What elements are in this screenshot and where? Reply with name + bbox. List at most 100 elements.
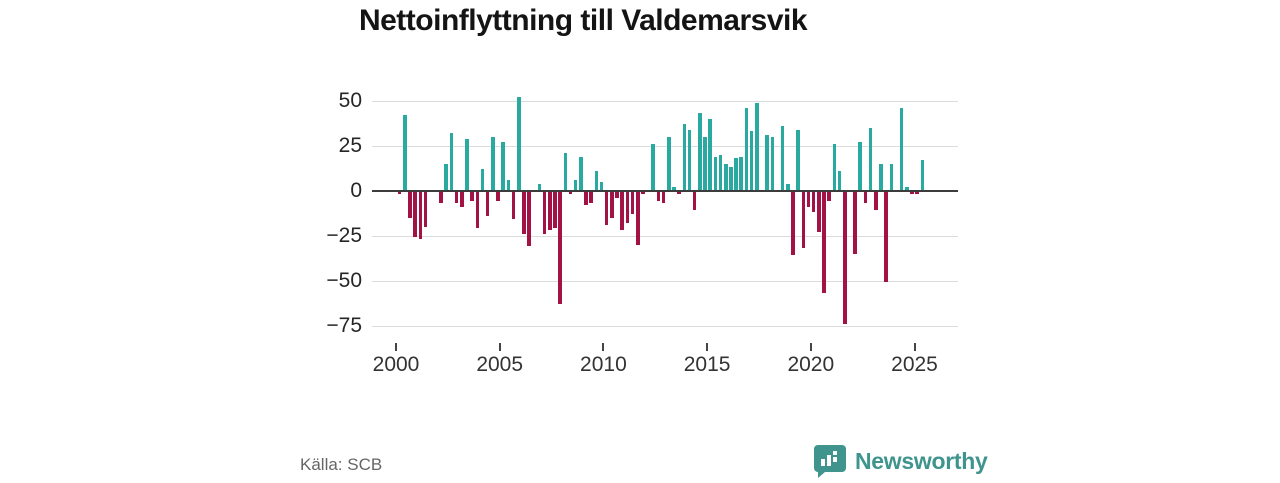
y-axis-label: −25 [326,223,362,247]
source-note: Källa: SCB [300,455,383,474]
bar-2006-q4 [537,183,542,191]
gridline [372,100,958,102]
bar-2019-q2 [796,129,800,191]
bar-2008-q3 [573,179,578,191]
bar-2004-q3 [491,136,495,191]
x-axis-tick [809,343,812,351]
bar-2008-q2 [568,190,573,195]
bar-2023-q2 [879,163,883,191]
bar-2024-q2 [899,107,904,191]
bar-2021-q3 [842,190,847,324]
speech-bubble-bar-chart-icon [813,444,847,478]
bar-2011-q4 [641,190,645,195]
bar-2015-q1 [708,118,712,191]
bar-2020-q3 [822,190,826,294]
bar-2011-q3 [635,190,640,245]
bar-2009-q1 [584,190,588,206]
bar-2002-q1 [454,190,459,204]
bar-2023-q1 [874,190,878,211]
bar-2011-q1 [625,190,630,224]
bar-2004-q1 [480,169,485,191]
bar-2007-q2 [547,190,552,231]
x-axis-tick [498,343,501,351]
bar-2012-q4 [661,190,666,204]
bar-2020-q1 [811,190,816,213]
x-axis-tick [395,343,397,351]
bar-2017-q4 [765,134,769,191]
bar-2005-q3 [511,190,516,220]
bar-2000-q4 [413,190,418,238]
bar-2018-q3 [780,125,785,191]
bar-2012-q3 [656,190,661,202]
bar-2021-q2 [837,170,842,191]
x-axis-tick [706,343,709,351]
bar-2001-q2 [423,190,428,227]
bar-2002-q3 [449,133,454,191]
x-axis-label: 2020 [787,353,835,376]
y-axis-label: 50 [338,88,362,112]
bar-2023-q3 [884,190,888,283]
bar-2000-q1 [397,190,402,195]
x-axis-label: 2005 [476,353,524,376]
bar-2010-q2 [610,190,614,218]
bar-2015-q2 [713,156,718,191]
bar-2009-q3 [594,170,599,191]
bar-2005-q4 [516,97,521,191]
bar-2022-q3 [863,190,868,204]
bar-2018-q1 [770,136,775,191]
bar-2023-q2 [889,163,894,191]
bar-2013-q1 [667,136,671,191]
logo-text: Newsworthy [855,447,988,474]
bar-2017-q1 [749,131,754,191]
bar-2000-q2 [403,115,407,191]
bar-2005-q1 [501,142,505,191]
bar-2024-q4 [910,190,914,195]
bar-2008-q4 [579,156,583,191]
bar-2019-q1 [791,190,795,256]
bar-2013-q4 [682,124,687,191]
y-axis-label: −50 [326,268,362,292]
bar-2006-q1 [522,190,526,234]
bar-2025-q1 [915,190,919,195]
bar-2013-q3 [677,190,681,195]
bar-2015-q4 [723,163,728,191]
bar-2008-q1 [563,152,568,191]
bar-2000-q3 [408,190,412,218]
bar-2020-q2 [817,190,821,233]
x-axis-tick [913,343,916,351]
bar-2016-q4 [744,107,749,191]
bar-2007-q3 [553,190,557,229]
bar-2014-q1 [687,129,692,191]
bar-2007-q4 [558,190,562,305]
bar-2022-q1 [853,190,857,254]
x-axis-label: 2010 [580,353,627,376]
y-axis-label: 0 [350,178,362,202]
bar-2019-q4 [806,190,811,207]
gridline [372,280,958,282]
x-axis-label: 2015 [683,353,731,376]
x-axis-tick [602,343,605,351]
bar-2004-q2 [485,190,490,216]
x-axis-label: 2000 [372,353,420,376]
bar-2002-q1 [439,190,443,204]
gridline [372,325,958,327]
chart-title: Nettoinflyttning till Valdemarsvik [358,4,808,37]
bar-2019-q3 [801,190,806,249]
bar-2016-q1 [729,167,733,191]
newsworthy-logo[interactable]: Newsworthy [813,443,988,479]
x-axis-label: 2025 [891,353,938,376]
bar-2010-q3 [615,190,619,198]
bar-2003-q3 [470,190,474,202]
bar-2003-q1 [460,190,464,207]
y-axis-label: 25 [338,133,362,157]
bar-2006-q2 [527,190,531,247]
bar-2016-q2 [734,158,738,191]
bar-2020-q4 [827,190,832,202]
bar-chart: 50 25 0 −25 −50 −75 2000 2005 2010 2015 2020 2025 [326,85,958,385]
bar-2005-q2 [506,179,511,191]
gridline [372,145,958,147]
bar-2022-q2 [858,142,863,191]
bar-2016-q3 [739,156,744,191]
bar-2012-q2 [651,143,656,191]
